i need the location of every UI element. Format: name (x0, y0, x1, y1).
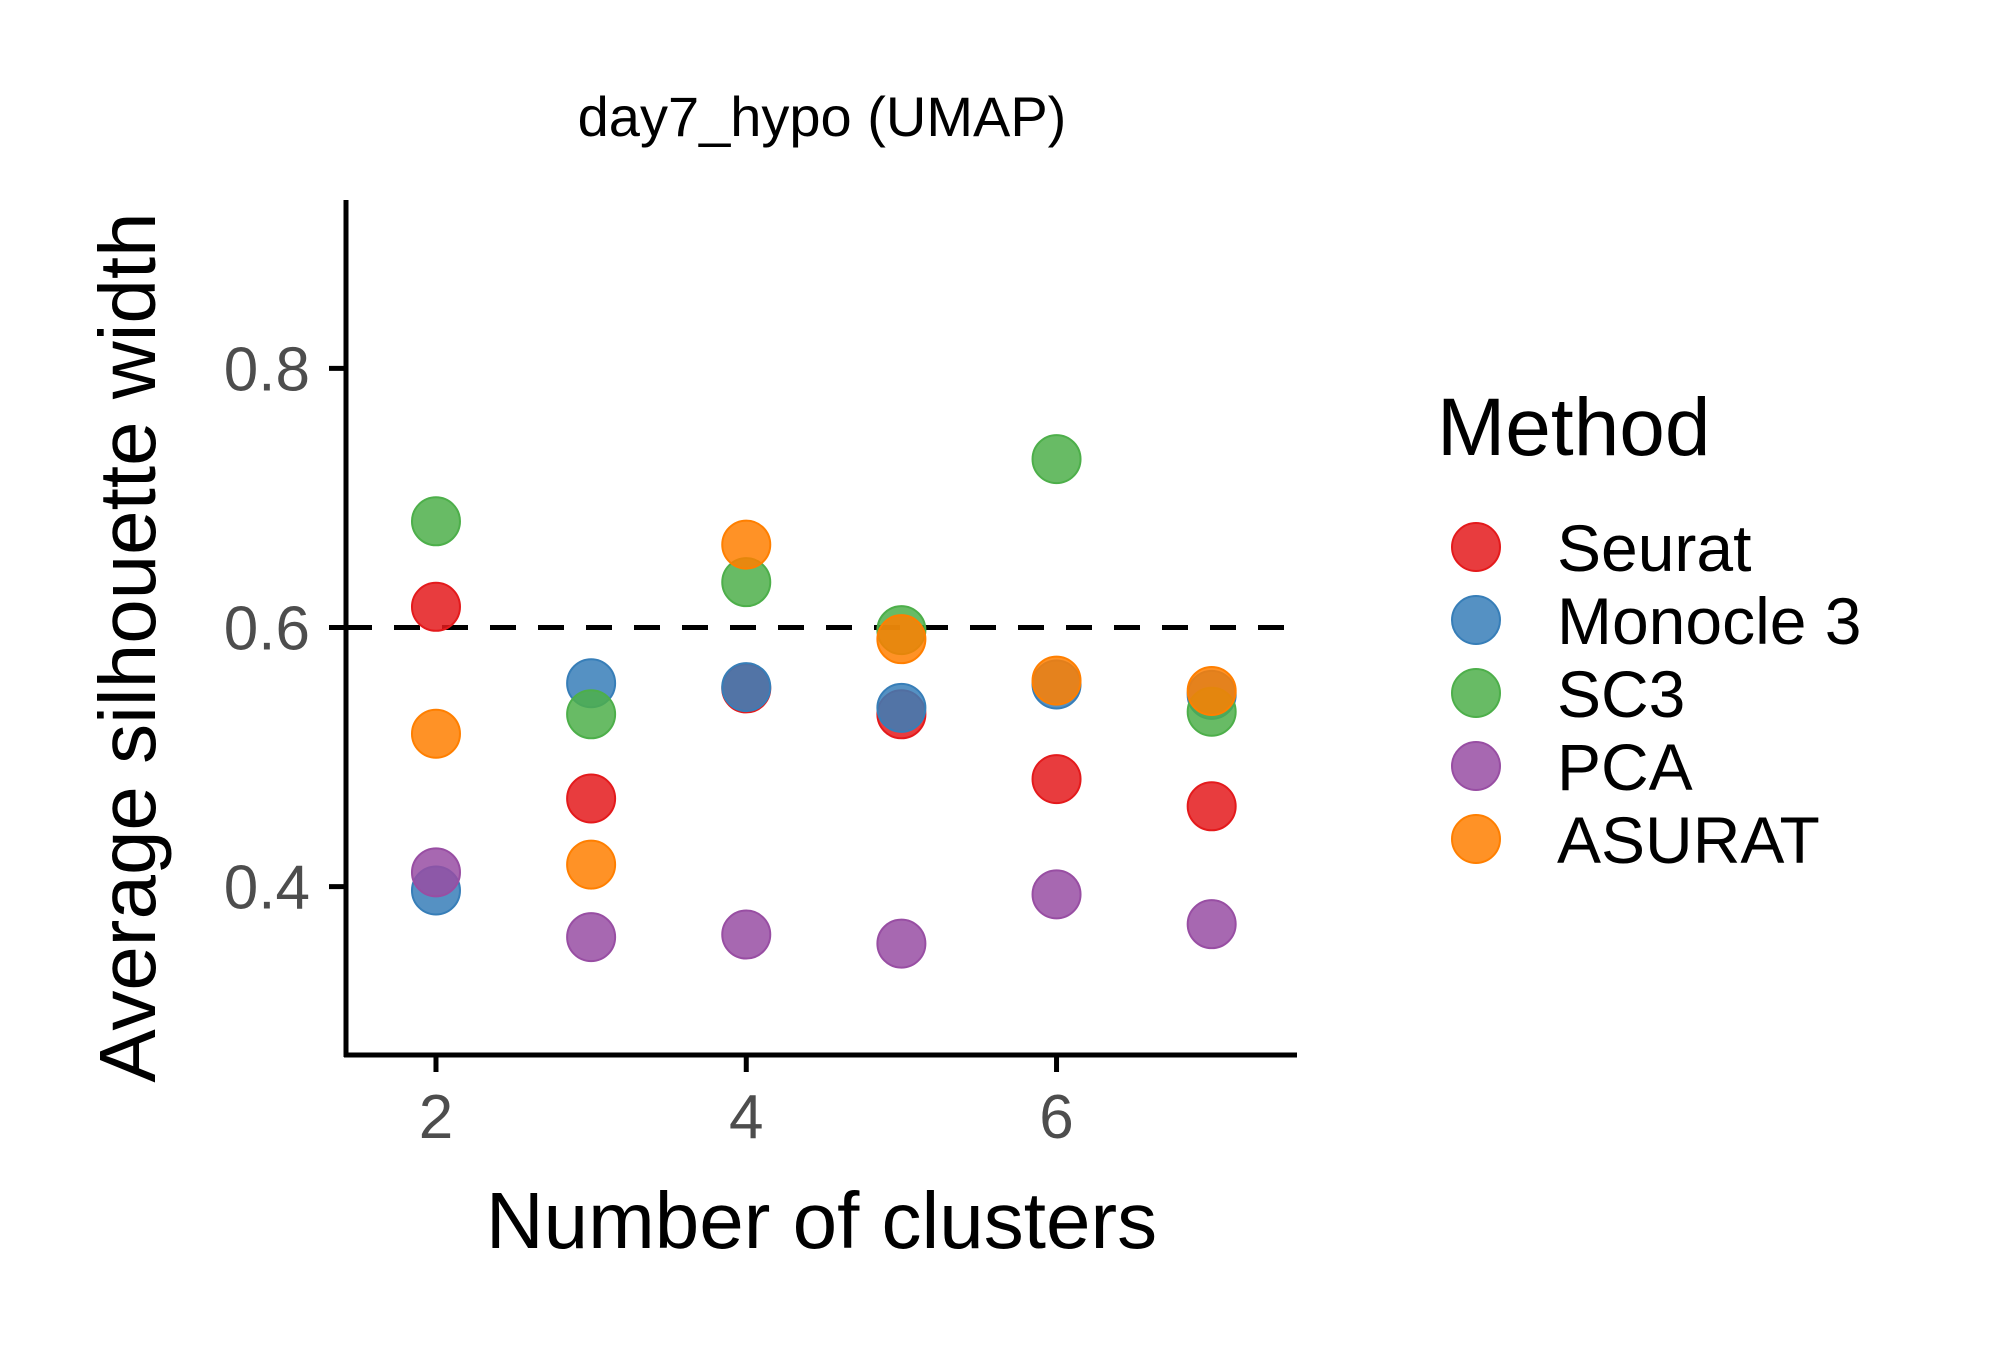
data-point (1031, 754, 1082, 805)
data-point (566, 912, 617, 963)
data-point (721, 909, 772, 960)
legend-label: ASURAT (1557, 803, 1820, 877)
data-point (1031, 869, 1082, 920)
data-point (1031, 655, 1082, 706)
data-point (410, 496, 461, 547)
y-tick-label: 0.6 (224, 595, 310, 664)
x-axis-ticks: 2 4 6 (419, 1055, 1074, 1152)
data-point (721, 662, 772, 713)
legend-label: Monocle 3 (1557, 584, 1862, 658)
legend-item: PCA (1451, 730, 1693, 804)
x-tick-label: 4 (729, 1083, 763, 1152)
data-point (721, 519, 772, 570)
data-point (566, 689, 617, 740)
series-pca (410, 847, 1237, 969)
legend-item: ASURAT (1451, 803, 1820, 877)
data-point (566, 839, 617, 890)
data-point (410, 847, 461, 898)
legend-title: Method (1437, 382, 1711, 473)
legend-marker (1451, 595, 1501, 645)
x-tick-label: 6 (1039, 1083, 1073, 1152)
legend-marker (1451, 741, 1501, 791)
data-point (876, 614, 927, 665)
data-point (876, 682, 927, 733)
y-tick-label: 0.8 (224, 335, 310, 404)
y-tick-label: 0.4 (224, 854, 310, 923)
data-point (566, 773, 617, 824)
legend-label: PCA (1557, 730, 1693, 804)
data-point (876, 918, 927, 969)
data-point (1186, 665, 1237, 716)
x-axis-title: Number of clusters (486, 1176, 1157, 1265)
legend-marker (1451, 522, 1501, 572)
legend-item: Seurat (1451, 511, 1751, 585)
legend-item: Monocle 3 (1451, 584, 1862, 658)
x-tick-label: 2 (419, 1083, 453, 1152)
data-point (1186, 899, 1237, 950)
data-point (410, 581, 461, 632)
legend-marker (1451, 814, 1501, 864)
legend-item: SC3 (1451, 657, 1685, 731)
data-point (1031, 434, 1082, 485)
y-axis-title: Average silhouette width (83, 212, 172, 1082)
legend-label: Seurat (1557, 511, 1751, 585)
data-point (1186, 781, 1237, 832)
y-axis-ticks: 0.4 0.6 0.8 (224, 335, 346, 923)
data-point (410, 708, 461, 759)
data-points-layer (410, 434, 1237, 969)
legend-marker (1451, 668, 1501, 718)
series-asurat (410, 519, 1237, 890)
legend-label: SC3 (1557, 657, 1685, 731)
plot-title: day7_hypo (UMAP) (578, 85, 1067, 148)
